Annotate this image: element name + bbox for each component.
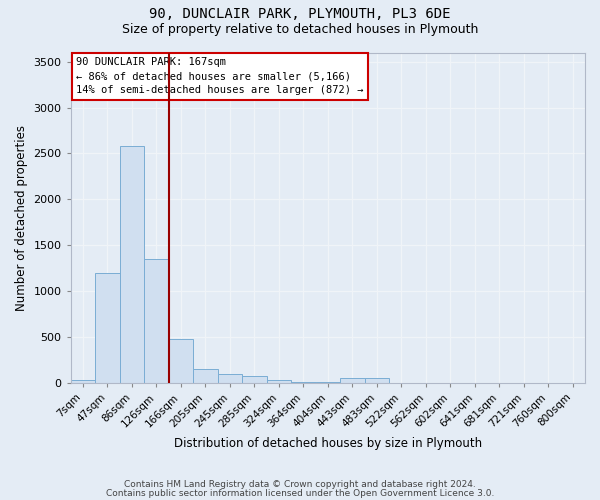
Text: 90, DUNCLAIR PARK, PLYMOUTH, PL3 6DE: 90, DUNCLAIR PARK, PLYMOUTH, PL3 6DE <box>149 8 451 22</box>
Bar <box>71 380 95 383</box>
Bar <box>218 374 242 383</box>
Text: Contains HM Land Registry data © Crown copyright and database right 2024.: Contains HM Land Registry data © Crown c… <box>124 480 476 489</box>
Bar <box>291 382 316 383</box>
X-axis label: Distribution of detached houses by size in Plymouth: Distribution of detached houses by size … <box>174 437 482 450</box>
Text: 90 DUNCLAIR PARK: 167sqm
← 86% of detached houses are smaller (5,166)
14% of sem: 90 DUNCLAIR PARK: 167sqm ← 86% of detach… <box>76 58 364 96</box>
Bar <box>95 272 119 383</box>
Y-axis label: Number of detached properties: Number of detached properties <box>15 124 28 310</box>
Bar <box>340 378 365 383</box>
Bar <box>169 338 193 383</box>
Text: Contains public sector information licensed under the Open Government Licence 3.: Contains public sector information licen… <box>106 489 494 498</box>
Bar <box>119 146 144 383</box>
Bar <box>266 380 291 383</box>
Text: Size of property relative to detached houses in Plymouth: Size of property relative to detached ho… <box>122 22 478 36</box>
Bar <box>193 368 218 383</box>
Bar <box>242 376 266 383</box>
Bar <box>144 259 169 383</box>
Bar <box>365 378 389 383</box>
